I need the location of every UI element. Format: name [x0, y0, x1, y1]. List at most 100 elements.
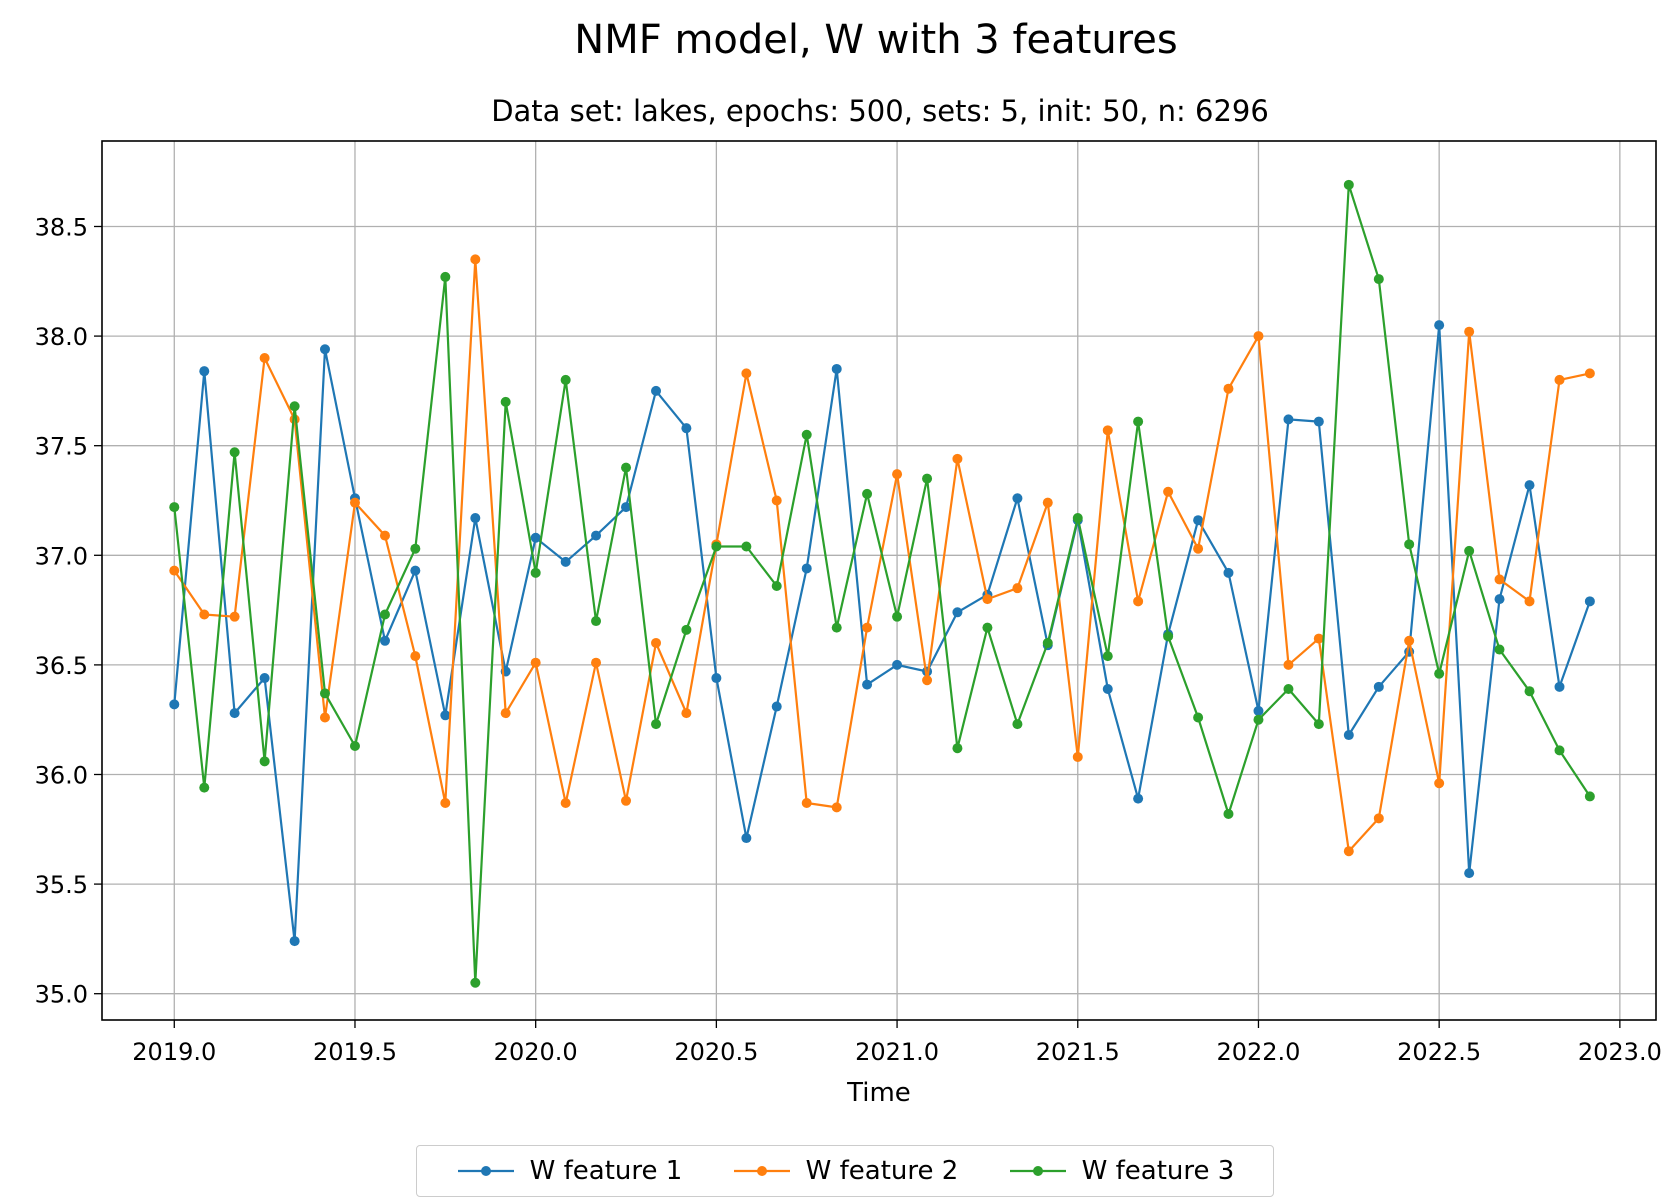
- data-point: [1524, 596, 1535, 607]
- x-tick-label: 2022.5: [1397, 1038, 1481, 1066]
- legend-item: W feature 3: [1008, 1156, 1234, 1186]
- data-point: [349, 740, 360, 751]
- data-point: [651, 637, 662, 648]
- data-point: [771, 701, 782, 712]
- data-point: [289, 936, 300, 947]
- data-point: [1102, 684, 1113, 695]
- data-point: [952, 453, 963, 464]
- data-point: [892, 469, 903, 480]
- x-axis-label: Time: [846, 1078, 911, 1108]
- x-tick-label: 2021.0: [855, 1038, 939, 1066]
- data-point: [560, 797, 571, 808]
- data-point: [470, 977, 481, 988]
- data-point: [1313, 416, 1324, 427]
- data-point: [1253, 714, 1264, 725]
- data-point: [1554, 745, 1565, 756]
- data-point: [1133, 416, 1144, 427]
- data-point: [1434, 320, 1445, 331]
- data-point: [741, 368, 752, 379]
- data-point: [319, 688, 330, 699]
- data-point: [1313, 633, 1324, 644]
- x-tick-label: 2021.5: [1036, 1038, 1120, 1066]
- data-point: [681, 708, 692, 719]
- series-group: [169, 179, 1595, 988]
- data-point: [169, 565, 180, 576]
- legend-swatch: [457, 1166, 514, 1176]
- y-tick-label: 35.0: [35, 981, 88, 1009]
- data-point: [410, 651, 421, 662]
- data-point: [530, 532, 541, 543]
- data-point: [1464, 545, 1475, 556]
- data-point: [500, 396, 511, 407]
- data-point: [229, 447, 240, 458]
- data-point: [259, 353, 270, 364]
- data-point: [801, 429, 812, 440]
- data-point: [862, 488, 873, 499]
- x-tick-label: 2019.0: [132, 1038, 216, 1066]
- data-point: [711, 673, 722, 684]
- data-point: [530, 657, 541, 668]
- data-point: [1434, 668, 1445, 679]
- data-point: [1012, 719, 1023, 730]
- data-point: [1343, 846, 1354, 857]
- data-point: [591, 530, 602, 541]
- data-point: [319, 712, 330, 723]
- data-point: [1163, 486, 1174, 497]
- data-point: [560, 556, 571, 567]
- data-point: [831, 802, 842, 813]
- data-point: [1163, 631, 1174, 642]
- legend-item: W feature 2: [732, 1156, 958, 1186]
- data-point: [1373, 681, 1384, 692]
- data-point: [1554, 374, 1565, 385]
- data-point: [1494, 644, 1505, 655]
- y-tick-label: 36.0: [35, 761, 88, 789]
- data-point: [1554, 681, 1565, 692]
- legend-swatch: [733, 1166, 790, 1176]
- data-point: [1253, 331, 1264, 342]
- data-point: [1283, 684, 1294, 695]
- data-point: [199, 366, 210, 377]
- data-point: [1404, 539, 1415, 550]
- data-point: [1253, 705, 1264, 716]
- data-point: [560, 374, 571, 385]
- data-point: [410, 543, 421, 554]
- data-point: [1494, 594, 1505, 605]
- data-point: [1283, 659, 1294, 670]
- data-point: [1434, 778, 1445, 789]
- y-axis-ticks: 35.0 35.5 36.0 36.5 37.0 37.5 38.0 38.5: [35, 213, 102, 1009]
- data-point: [831, 363, 842, 374]
- data-point: [289, 401, 300, 412]
- series-3: [169, 179, 1595, 988]
- data-point: [1373, 274, 1384, 285]
- data-point: [741, 833, 752, 844]
- data-point: [952, 743, 963, 754]
- data-point: [1494, 574, 1505, 585]
- data-point: [500, 708, 511, 719]
- data-point: [169, 699, 180, 710]
- data-point: [199, 609, 210, 620]
- data-point: [862, 622, 873, 633]
- data-point: [259, 673, 270, 684]
- data-point: [349, 497, 360, 508]
- data-point: [831, 622, 842, 633]
- data-point: [1404, 635, 1415, 646]
- data-point: [379, 530, 390, 541]
- data-point: [470, 254, 481, 265]
- data-point: [771, 580, 782, 591]
- data-point: [591, 657, 602, 668]
- data-point: [1343, 179, 1354, 190]
- x-tick-label: 2022.0: [1216, 1038, 1300, 1066]
- data-point: [982, 594, 993, 605]
- series-line: [173, 324, 1591, 943]
- grid: [102, 141, 1656, 1020]
- data-point: [922, 675, 933, 686]
- data-point: [1042, 497, 1053, 508]
- data-point: [801, 797, 812, 808]
- data-point: [1102, 425, 1113, 436]
- data-point: [1072, 513, 1083, 524]
- x-tick-label: 2020.5: [674, 1038, 758, 1066]
- data-point: [1584, 596, 1595, 607]
- y-tick-label: 37.5: [35, 433, 88, 461]
- y-tick-label: 38.5: [35, 213, 88, 241]
- legend: W feature 1 W feature 2 W feature 3: [416, 1145, 1274, 1197]
